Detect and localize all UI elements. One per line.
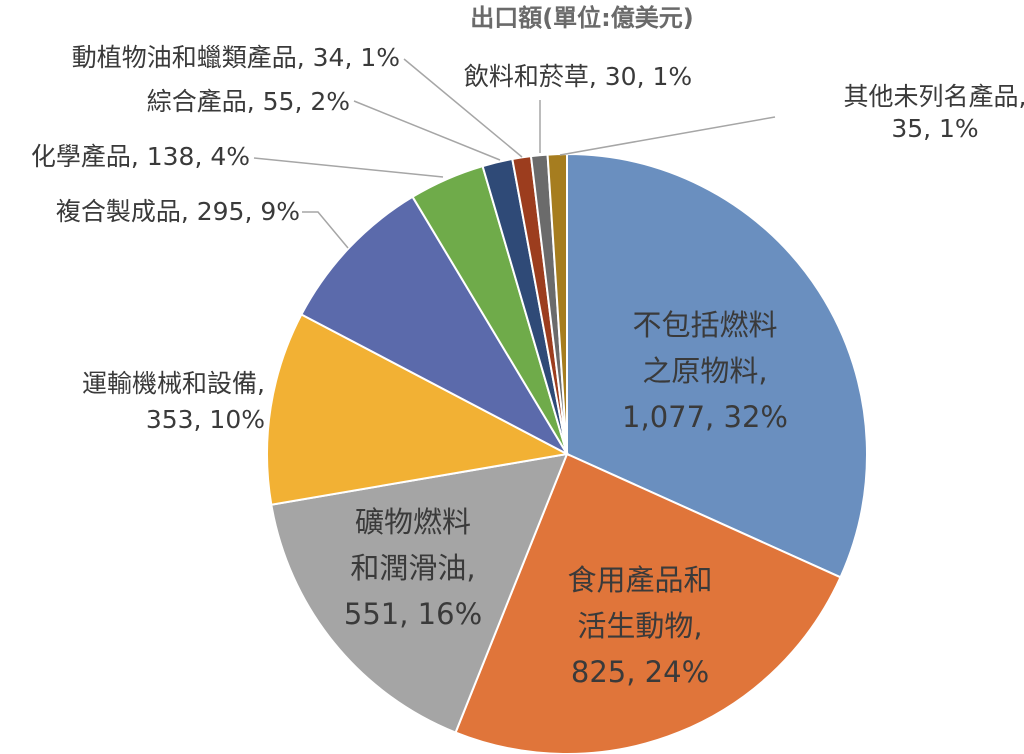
leader-line bbox=[353, 100, 501, 161]
leader-line bbox=[253, 157, 444, 178]
data-label-line: 複合製成品, 295, 9% bbox=[56, 197, 300, 226]
data-label: 化學產品, 138, 4% bbox=[31, 142, 250, 171]
chart-title: 出口額(單位:億美元) bbox=[470, 4, 694, 32]
data-label-line: 不包括燃料 bbox=[632, 308, 777, 342]
data-label: 飲料和菸草, 30, 1% bbox=[464, 62, 692, 91]
data-label: 其他未列名產品, 35, 1% bbox=[844, 82, 1024, 143]
data-label-line: 其他未列名產品, bbox=[844, 82, 1024, 111]
pie-slice bbox=[266, 313, 571, 506]
data-label-line: 353, 10% bbox=[146, 405, 265, 434]
data-label-line: 551, 16% bbox=[344, 597, 482, 631]
data-label-line: 1,077, 32% bbox=[622, 400, 788, 434]
data-label: 動植物油和蠟類產品, 34, 1% bbox=[72, 43, 400, 72]
data-label-line: 綜合產品, 55, 2% bbox=[147, 87, 350, 116]
data-label: 運輸機械和設備, 353, 10% bbox=[82, 369, 265, 434]
data-label-line: 動植物油和蠟類產品, 34, 1% bbox=[72, 43, 400, 72]
pie-slice bbox=[300, 195, 570, 457]
data-label-line: 化學產品, 138, 4% bbox=[31, 142, 250, 171]
data-label-line: 活生動物, bbox=[577, 609, 702, 643]
data-label: 綜合產品, 55, 2% bbox=[147, 87, 350, 116]
leader-line bbox=[403, 58, 523, 158]
data-label: 複合製成品, 295, 9% bbox=[56, 197, 300, 226]
pie-slice bbox=[454, 452, 842, 754]
data-label: 不包括燃料之原物料, 1,077, 32% bbox=[622, 308, 788, 434]
data-label: 食用產品和活生動物, 825, 24% bbox=[567, 563, 712, 689]
leader-line bbox=[559, 116, 776, 156]
leader-lines bbox=[253, 58, 776, 249]
pie-slices bbox=[266, 152, 868, 754]
data-label-line: 飲料和菸草, 30, 1% bbox=[464, 62, 692, 91]
pie-slice bbox=[270, 452, 569, 734]
leader-line bbox=[302, 211, 349, 249]
pie-slice bbox=[566, 152, 868, 579]
data-label-line: 之原物料, bbox=[642, 354, 767, 388]
data-label-line: 礦物燃料 bbox=[355, 505, 471, 539]
data-label-line: 和潤滑油, bbox=[350, 551, 475, 585]
data-label: 礦物燃料和潤滑油, 551, 16% bbox=[344, 505, 482, 631]
data-labels: 不包括燃料之原物料, 1,077, 32% 食用產品和活生動物, 825, 24% 礦物… bbox=[31, 43, 1024, 689]
data-label-line: 825, 24% bbox=[571, 655, 709, 689]
data-label-line: 35, 1% bbox=[891, 114, 978, 143]
data-label-line: 運輸機械和設備, bbox=[82, 369, 265, 398]
data-label-line: 食用產品和 bbox=[567, 563, 712, 597]
